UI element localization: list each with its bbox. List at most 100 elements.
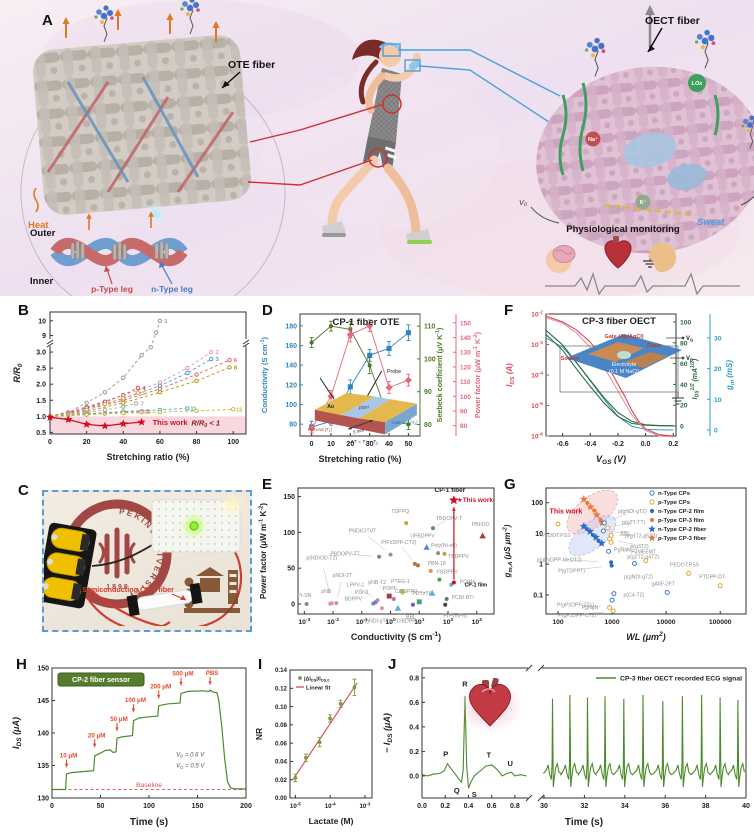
svg-text:10-4: 10-4	[531, 371, 543, 380]
svg-text:P(gPzDPP-CT2): P(gPzDPP-CT2)	[558, 613, 596, 619]
svg-text:0.0: 0.0	[409, 773, 419, 780]
svg-text:PgNgN: PgNgN	[582, 605, 599, 611]
svg-text:100: 100	[385, 617, 396, 626]
svg-text:Lactate (M): Lactate (M)	[309, 816, 354, 826]
svg-text:WL (μm2): WL (μm2)	[626, 631, 665, 642]
svg-text:Q: Q	[454, 786, 460, 795]
svg-text:10-5: 10-5	[290, 801, 301, 810]
p-leg-label: p-Type leg	[91, 284, 133, 294]
svg-text:100: 100	[285, 402, 297, 409]
svg-text:VD: VD	[686, 356, 693, 362]
svg-text:Conductivity (S cm-1): Conductivity (S cm-1)	[351, 631, 441, 642]
svg-text:100: 100	[531, 500, 543, 507]
svg-text:PEDOT:PSS: PEDOT:PSS	[541, 533, 571, 539]
na-label: Na⁺	[588, 136, 598, 143]
svg-text:40: 40	[119, 439, 127, 446]
svg-text:0.8: 0.8	[510, 803, 520, 810]
svg-text:Stretching ratio (%): Stretching ratio (%)	[318, 454, 401, 464]
svg-text:Power factor (μW m-1 K-2): Power factor (μW m-1 K-2)	[473, 331, 482, 418]
svg-text:R/R0 < 1: R/R0 < 1	[191, 418, 220, 429]
svg-text:30: 30	[714, 335, 722, 342]
svg-text:0.06: 0.06	[275, 740, 288, 747]
svg-text:PBDOPV-TT: PBDOPV-TT	[330, 552, 360, 558]
svg-text:p-Type CP-3 fiber: p-Type CP-3 fiber	[658, 536, 707, 542]
fiber-sample	[126, 582, 203, 617]
svg-text:30: 30	[540, 803, 548, 810]
svg-text:100 μM: 100 μM	[125, 697, 146, 704]
svg-text:2: 2	[216, 350, 219, 356]
svg-text:140: 140	[37, 731, 49, 738]
svg-text:10: 10	[714, 397, 722, 404]
svg-text:20 μM: 20 μM	[88, 732, 106, 739]
panel-e: E 10-3 10-2 10-1 100 101 102 103 0 50 100 150 PI-SN…	[256, 474, 502, 654]
panel-h: H 0 50 100 150 200 130 135 140 145 150 Baseline 10 …	[8, 654, 256, 836]
svg-text:1000: 1000	[605, 619, 620, 626]
svg-text:3: 3	[216, 357, 220, 363]
svg-text:1: 1	[164, 319, 168, 325]
svg-text:p(gNDI-gT2): p(gNDI-gT2)	[618, 509, 647, 515]
svg-text:ClBDPPV: ClBDPPV	[395, 589, 418, 595]
svg-text:0.8: 0.8	[409, 675, 419, 682]
oect-fabric: LOx Na⁺ K⁺ V₀ VD I₀ Sweat	[519, 5, 754, 268]
svg-text:20: 20	[346, 441, 354, 448]
svg-text:2.5: 2.5	[36, 366, 46, 373]
svg-text:0.2: 0.2	[668, 441, 678, 448]
svg-text:120: 120	[285, 382, 297, 389]
svg-text:TBDPPV: TBDPPV	[448, 554, 469, 560]
svg-text:10: 10	[535, 531, 543, 538]
svg-text:10-2: 10-2	[531, 310, 543, 319]
svg-text:80: 80	[424, 422, 432, 429]
svg-text:8: 8	[234, 365, 238, 371]
k-label: K⁺	[640, 199, 647, 206]
svg-text:P(gPzDPP-2TL): P(gPzDPP-2TL)	[557, 603, 594, 609]
svg-text:10: 10	[38, 318, 46, 325]
svg-text:PDTzTI: PDTzTI	[412, 591, 430, 597]
svg-text:0.0: 0.0	[641, 441, 651, 448]
svg-text:80: 80	[460, 423, 468, 430]
svg-text:100000: 100000	[709, 619, 732, 626]
monitoring-label: Physiological monitoring	[566, 224, 680, 235]
svg-text:102: 102	[443, 617, 454, 626]
svg-text:101: 101	[414, 617, 425, 626]
svg-text:Stretching ratio (%): Stretching ratio (%)	[106, 452, 189, 462]
panel-g-letter: G	[504, 476, 516, 493]
svg-text:pNDI-2T: pNDI-2T	[333, 573, 353, 579]
panel-f: F -0.6 -0.4 -0.2 0.0 0.2 10-2 10-3 10-4 10-5 10-6…	[500, 298, 754, 474]
svg-text:p(gNDI-gT2): p(gNDI-gT2)	[624, 575, 653, 581]
svg-text:pNB-T2: pNB-T2	[368, 580, 386, 586]
svg-text:0.12: 0.12	[275, 685, 288, 692]
organ-icon	[648, 242, 677, 273]
svg-text:BDPPV: BDPPV	[344, 597, 362, 603]
svg-text:PDI-3: PDI-3	[355, 590, 368, 596]
svg-text:p(gPyDPP-MeOT2): p(gPyDPP-MeOT2)	[537, 557, 582, 563]
svg-text:103: 103	[472, 617, 483, 626]
panel-b: B 0 20 40 60 80 100 0.5 1.0 1.5 2.0 2.5 3.0 9 10 1 2 3 6 8…	[8, 298, 256, 474]
seal-year: 1 8 9 8	[106, 584, 128, 591]
svg-text:1.0: 1.0	[36, 414, 46, 421]
svg-text:12: 12	[236, 407, 242, 413]
svg-text:2.0: 2.0	[36, 382, 46, 389]
red-links	[247, 103, 385, 186]
svg-text:gm (mS): gm (mS)	[725, 360, 736, 391]
svg-text:100: 100	[424, 356, 436, 363]
lox-label: LOx	[692, 81, 704, 87]
svg-text:This work: This work	[550, 508, 583, 515]
panel-a-illustration: OTE fiber Heat Outer Inner p-Type leg n-	[0, 0, 754, 296]
demo-photo-art: P E K I N G U N I V E R S I T Y 1 8 9 8	[44, 492, 245, 626]
svg-text:180: 180	[285, 323, 297, 330]
svg-text:10-3: 10-3	[531, 340, 543, 349]
svg-text:36: 36	[661, 803, 669, 810]
svg-text:5 mm: 5 mm	[353, 428, 365, 435]
svg-text:0: 0	[680, 424, 684, 431]
svg-text:10-3: 10-3	[298, 617, 310, 626]
svg-text:Probe: Probe	[387, 369, 401, 375]
svg-text:This work: This work	[153, 418, 189, 427]
svg-text:0.10: 0.10	[275, 704, 288, 711]
chart-h: 0 50 100 150 200 130 135 140 145 150 Baseline 10 μM…	[11, 666, 252, 829]
svg-text:0.2: 0.2	[440, 803, 450, 810]
svg-text:pNB: pNB	[321, 589, 332, 595]
svg-text:CP-1 fiber: CP-1 fiber	[435, 487, 466, 494]
physio-monitoring: Physiological monitoring	[545, 224, 740, 296]
svg-text:50 μM: 50 μM	[110, 716, 128, 723]
